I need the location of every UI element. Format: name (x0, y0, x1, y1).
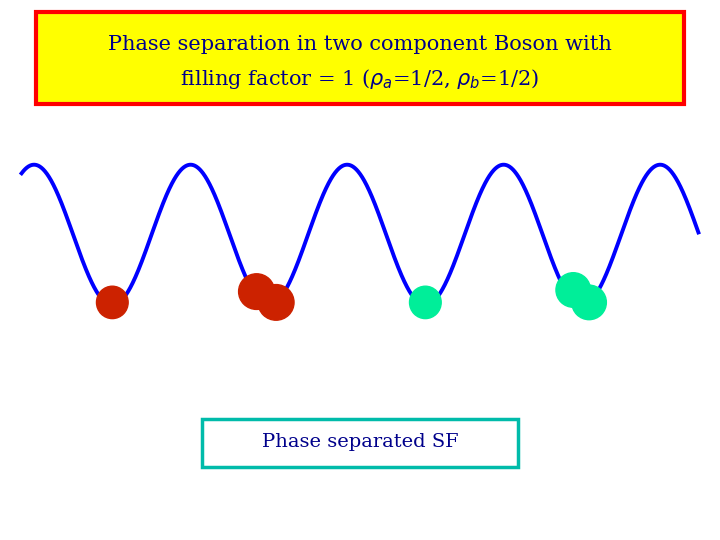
Text: Phase separation in two component Boson with: Phase separation in two component Boson … (108, 35, 612, 54)
FancyBboxPatch shape (36, 12, 684, 104)
Ellipse shape (556, 273, 590, 307)
FancyBboxPatch shape (202, 418, 518, 467)
Text: filling factor = 1 ($\rho_a$=1/2, $\rho_b$=1/2): filling factor = 1 ($\rho_a$=1/2, $\rho_… (180, 68, 540, 91)
Ellipse shape (96, 286, 128, 319)
Text: Phase separated SF: Phase separated SF (261, 433, 459, 451)
Ellipse shape (410, 286, 441, 319)
Ellipse shape (572, 285, 606, 320)
Ellipse shape (258, 285, 294, 320)
Ellipse shape (238, 274, 274, 309)
